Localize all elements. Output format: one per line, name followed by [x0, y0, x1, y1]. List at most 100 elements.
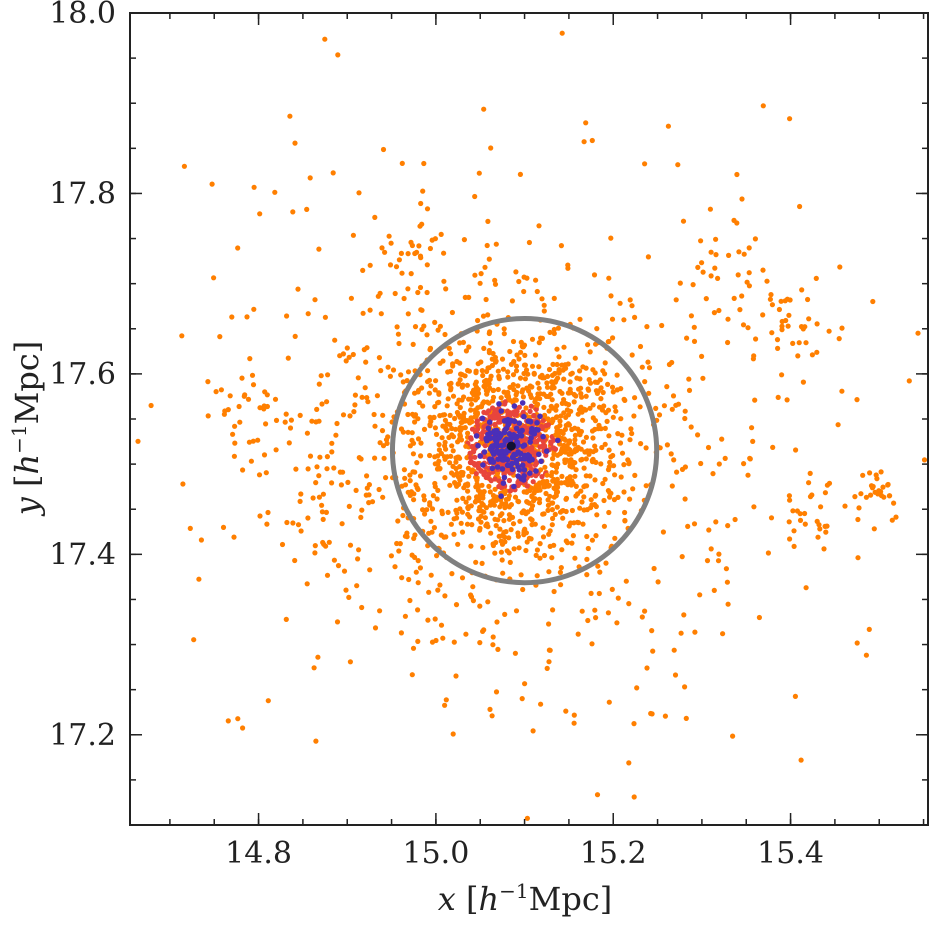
particle-point — [605, 339, 611, 345]
particle-point — [442, 475, 448, 481]
particle-point — [523, 436, 530, 442]
particle-point — [528, 403, 534, 409]
particle-point — [645, 254, 652, 260]
particle-point — [205, 379, 211, 385]
particle-point — [527, 463, 533, 469]
particle-point — [619, 432, 625, 438]
particle-point — [421, 160, 427, 167]
core-particle-point — [513, 425, 520, 432]
particle-point — [560, 429, 566, 436]
particle-point — [414, 460, 420, 466]
particle-point — [486, 347, 492, 354]
particle-point — [343, 358, 349, 364]
particle-point — [775, 345, 781, 351]
core-particle-point — [520, 443, 526, 449]
particle-point — [520, 387, 526, 393]
particle-point — [205, 413, 211, 419]
particle-point — [417, 565, 423, 571]
particle-point — [514, 408, 520, 414]
particle-point — [457, 464, 463, 470]
particle-point — [787, 297, 793, 303]
particle-point — [791, 528, 797, 534]
particle-point — [561, 397, 567, 403]
particle-point — [503, 502, 509, 508]
particle-point — [413, 569, 419, 575]
particle-point — [496, 373, 502, 379]
particle-point — [515, 498, 521, 504]
particle-point — [410, 341, 416, 347]
particle-point — [852, 494, 858, 500]
particle-point — [524, 489, 530, 495]
particle-point — [390, 367, 397, 373]
particle-point — [518, 339, 524, 345]
particle-point — [553, 465, 560, 471]
particle-point — [488, 499, 494, 505]
particle-point — [631, 413, 637, 419]
particle-point — [472, 272, 478, 278]
particle-point — [457, 432, 463, 438]
particle-point — [232, 440, 238, 446]
particle-point — [365, 399, 371, 405]
y-tick-label: 17.8 — [49, 176, 116, 211]
particle-point — [334, 619, 341, 625]
particle-point — [514, 352, 520, 358]
particle-point — [582, 449, 588, 455]
particle-point — [779, 327, 785, 333]
particle-point — [826, 328, 832, 334]
core-particle-point — [525, 452, 531, 458]
particle-point — [378, 311, 384, 317]
particle-point — [570, 533, 577, 539]
particle-point — [546, 531, 552, 537]
particle-point — [567, 379, 573, 385]
particle-point — [442, 331, 448, 338]
particle-point — [735, 272, 741, 278]
particle-point — [673, 297, 679, 303]
particle-point — [13, 724, 18, 729]
particle-point — [770, 444, 776, 450]
particle-point — [468, 415, 474, 421]
particle-point — [536, 340, 542, 346]
particle-point — [629, 430, 635, 437]
particle-point — [571, 712, 577, 718]
particle-point — [492, 476, 498, 482]
particle-point — [480, 430, 486, 436]
particle-point — [768, 515, 775, 521]
particle-point — [610, 414, 616, 420]
x-tick-label: 15.0 — [403, 836, 470, 871]
particle-point — [387, 262, 394, 268]
particle-point — [587, 473, 593, 479]
particle-point — [450, 731, 456, 737]
particle-point — [675, 162, 681, 168]
particle-point — [595, 426, 602, 432]
particle-point — [784, 397, 790, 403]
particle-point — [682, 464, 689, 470]
particle-point — [577, 432, 583, 438]
particle-point — [382, 249, 388, 255]
particle-point — [554, 452, 561, 458]
particle-point — [627, 496, 633, 502]
particle-point — [562, 457, 568, 463]
particle-point — [412, 554, 418, 561]
particle-point — [479, 368, 485, 374]
particle-point — [481, 345, 487, 351]
particle-point — [450, 393, 457, 399]
particle-point — [674, 469, 680, 475]
particle-point — [651, 565, 657, 572]
particle-point — [632, 314, 638, 320]
particle-point — [664, 442, 671, 448]
particle-point — [518, 349, 524, 355]
core-particle-point — [475, 442, 481, 449]
particle-point — [469, 522, 475, 528]
particle-point — [559, 547, 565, 553]
core-particle-point — [515, 473, 521, 479]
particle-point — [650, 648, 656, 654]
particle-point — [760, 103, 766, 109]
particle-point — [906, 378, 912, 384]
particle-point — [493, 689, 500, 695]
particle-point — [348, 295, 354, 301]
particle-point — [488, 530, 494, 536]
particle-point — [398, 372, 404, 378]
particle-point — [756, 614, 763, 621]
particle-point — [510, 338, 517, 345]
